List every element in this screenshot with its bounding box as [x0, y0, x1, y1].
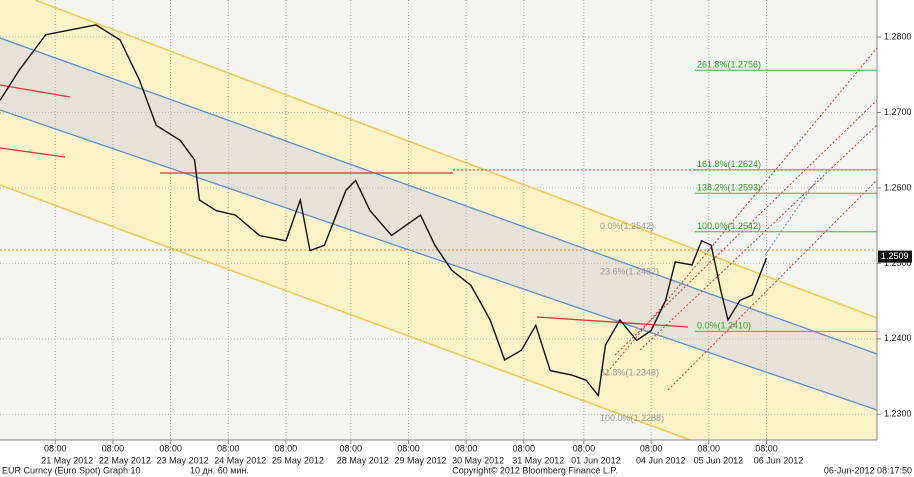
fib-label: 0.0%(1.2542) [600, 221, 654, 231]
fib-label: 0.0%(1.2410) [697, 321, 751, 331]
date-label: 22 May 2012 [99, 455, 151, 465]
x-tick-label: 08:00 [102, 443, 125, 453]
x-tick-label: 08:00 [455, 443, 478, 453]
date-label: 01 Jun 2012 [571, 455, 621, 465]
price-line [0, 24, 768, 398]
last-price-box [878, 250, 912, 263]
fib-label: 161.8%(1.2624) [697, 159, 761, 169]
fork-line [604, 47, 878, 376]
x-tick-label: 08:00 [340, 443, 363, 453]
channel-line [0, 109, 878, 411]
channel-line [0, 37, 878, 355]
fork-line [639, 124, 878, 351]
y-tick-label: 1.2700 [884, 107, 912, 117]
date-label: 06 Jun 2012 [754, 455, 804, 465]
y-tick-label: 1.2300 [884, 409, 912, 419]
date-label: 24 May 2012 [214, 455, 266, 465]
y-tick-label: 1.2400 [884, 333, 912, 343]
date-label: 30 May 2012 [452, 455, 504, 465]
trend-line [0, 84, 71, 98]
fib-label: 261.8%(1.2756) [697, 60, 761, 70]
y-tick-label: 1.2800 [884, 31, 912, 41]
date-label: 25 May 2012 [272, 455, 324, 465]
date-label: 21 May 2012 [41, 455, 93, 465]
trend-line [0, 147, 66, 158]
date-label: 28 May 2012 [337, 455, 389, 465]
x-tick-label: 08:00 [397, 443, 420, 453]
footer-left: EUR Curncy (Euro Spot) Graph 10 [2, 465, 141, 475]
fork-line [667, 179, 878, 391]
x-tick-label: 08:00 [44, 443, 67, 453]
date-label: 31 May 2012 [512, 455, 564, 465]
footer-period: 10 дн. 60 мин. [190, 465, 249, 475]
fork-line [614, 99, 878, 356]
fib-label: 61.8%(1.2348) [600, 367, 659, 377]
date-label: 04 Jun 2012 [636, 455, 686, 465]
date-label: 29 May 2012 [394, 455, 446, 465]
channel-line [0, 184, 691, 441]
x-tick-label: 08:00 [755, 443, 778, 453]
projection-line [764, 174, 821, 256]
y-tick-label: 1.2500 [884, 258, 912, 268]
grid [0, 0, 877, 440]
last-price-label: 1.2509 [881, 251, 909, 261]
fib-label: 100.0%(1.2288) [600, 413, 664, 423]
x-tick-label: 08:00 [217, 443, 240, 453]
x-tick-label: 08:00 [698, 443, 721, 453]
footer-timestamp: 06-Jun-2012 08:17:50 [824, 465, 912, 475]
footer-copyright: Copyright© 2012 Bloomberg Finance L.P. [452, 465, 618, 475]
x-tick-label: 08:00 [573, 443, 596, 453]
fib-label: 23.6%(1.2482) [600, 266, 659, 276]
x-tick-label: 08:00 [513, 443, 536, 453]
x-tick-label: 08:00 [275, 443, 298, 453]
fib-label: 100.0%(1.2542) [697, 221, 761, 231]
fib-label: 138.2%(1.2593) [697, 183, 761, 193]
date-label: 23 May 2012 [157, 455, 209, 465]
x-tick-label: 08:00 [159, 443, 182, 453]
y-tick-label: 1.2600 [884, 182, 912, 192]
trend-line [536, 316, 689, 328]
x-tick-label: 08:00 [640, 443, 663, 453]
date-label: 05 Jun 2012 [694, 455, 744, 465]
channel-line [34, 0, 878, 319]
